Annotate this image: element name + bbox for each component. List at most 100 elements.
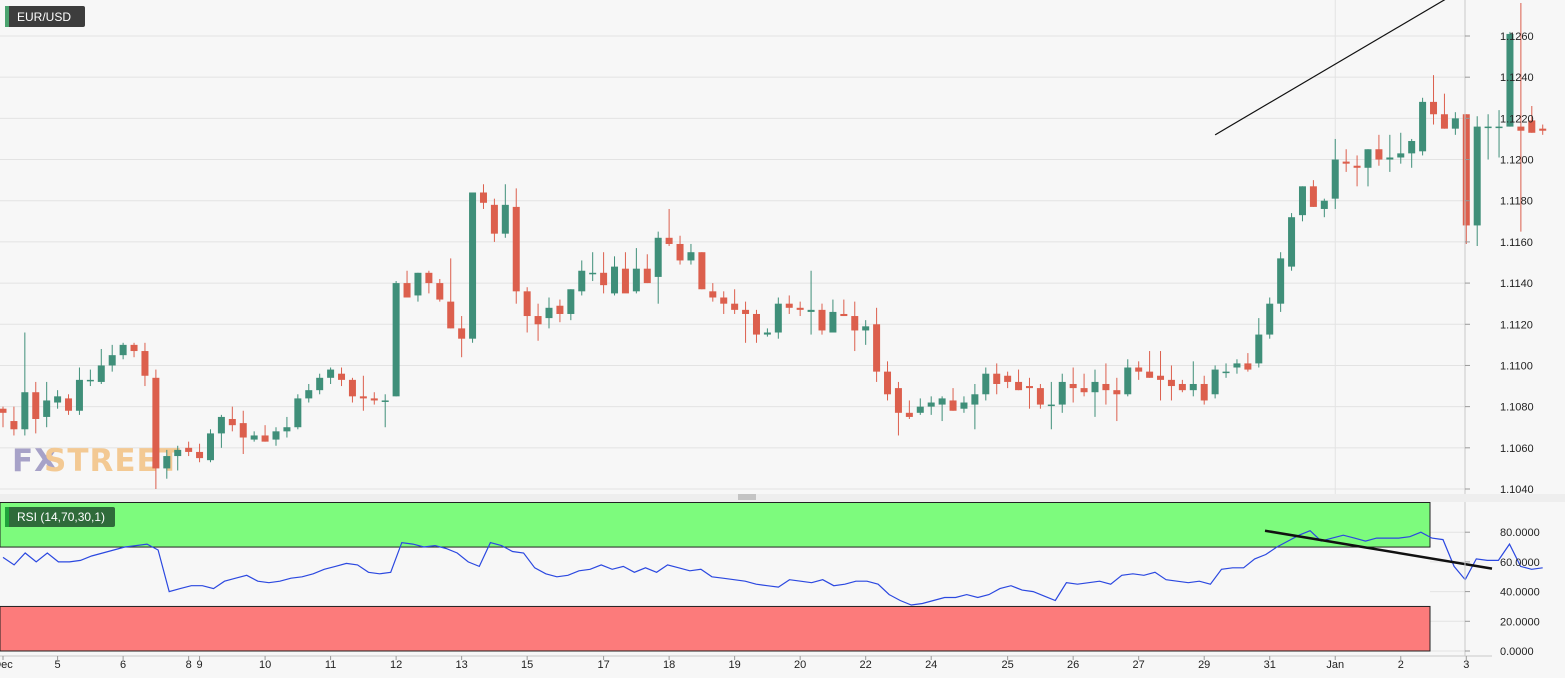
candle: [982, 367, 990, 401]
candle-body: [1484, 126, 1492, 129]
candle: [742, 301, 750, 343]
time-tick-label: 27: [1133, 659, 1145, 671]
candle-body: [1495, 126, 1503, 129]
candle-body: [556, 305, 564, 314]
candle: [403, 270, 411, 298]
candle: [1451, 112, 1459, 135]
candle-body: [1157, 375, 1165, 380]
candlestick-series: [0, 3, 1547, 489]
candle: [873, 307, 881, 382]
candle: [261, 425, 269, 442]
candle-body: [894, 388, 902, 413]
time-tick-label: 6: [120, 659, 126, 671]
candle-body: [21, 392, 29, 430]
candle-body: [1069, 383, 1077, 389]
candle-body: [763, 332, 771, 335]
candle: [1157, 351, 1165, 401]
price-tick-label: 1.1060: [1500, 443, 1534, 455]
time-tick-label: 18: [663, 659, 675, 671]
candle-body: [1419, 101, 1427, 152]
time-tick-label: 12: [390, 659, 402, 671]
candle: [327, 367, 335, 384]
candle-body: [916, 406, 924, 413]
candle-body: [108, 355, 116, 366]
candle: [643, 254, 651, 284]
candle-body: [1255, 334, 1263, 364]
candle-body: [960, 402, 968, 409]
candle-body: [796, 307, 804, 310]
candle: [1135, 361, 1143, 380]
candle: [1484, 114, 1492, 160]
candle-body: [119, 344, 127, 356]
candle: [174, 445, 182, 471]
price-trendline: [1214, 0, 1446, 136]
candle: [938, 396, 946, 422]
candle: [1364, 149, 1372, 187]
candle: [152, 369, 160, 489]
candle: [447, 258, 455, 329]
candle-body: [338, 373, 346, 380]
candle: [458, 316, 466, 358]
rsi-label: RSI (14,70,30,1): [17, 510, 105, 524]
candle: [501, 184, 509, 238]
time-tick-label: 10: [259, 659, 271, 671]
candle: [305, 383, 313, 403]
candle: [731, 289, 739, 314]
candle: [676, 235, 684, 265]
candle: [1200, 375, 1208, 405]
candle: [338, 367, 346, 387]
candle-body: [698, 252, 706, 290]
instrument-label: EUR/USD: [17, 10, 71, 24]
panel-divider[interactable]: [0, 494, 1565, 502]
candle: [1386, 134, 1394, 172]
candle-body: [1047, 404, 1055, 407]
candle-body: [206, 433, 214, 461]
resize-handle-icon[interactable]: [738, 494, 756, 500]
candle: [436, 278, 444, 302]
candle-body: [163, 456, 171, 469]
candle-body: [709, 291, 717, 298]
candle-body: [1146, 371, 1154, 378]
candle-body: [1091, 381, 1099, 393]
candle: [185, 441, 193, 457]
candle-body: [97, 365, 105, 382]
rsi-oversold-band: [0, 605, 1431, 652]
candle: [523, 287, 531, 333]
candle-body: [1309, 186, 1317, 207]
candle-body: [829, 311, 837, 333]
rsi-line: [2, 529, 1543, 606]
candle-body: [862, 326, 870, 331]
candle-body: [0, 408, 7, 413]
candle: [621, 252, 629, 294]
candle-body: [1004, 375, 1012, 382]
candle-body: [1473, 126, 1481, 226]
candle: [108, 344, 116, 372]
candle: [796, 301, 804, 317]
candle: [239, 410, 247, 454]
price-axis: 1.1040 1.1060 1.1080 1.1100 1.1120 1.1140 1.11…: [1465, 31, 1534, 496]
candle-body: [436, 283, 444, 300]
candle-body: [283, 427, 291, 432]
candle-body: [316, 377, 324, 391]
instrument-badge[interactable]: EUR/USD: [5, 6, 85, 27]
rsi-badge[interactable]: RSI (14,70,30,1): [5, 507, 115, 527]
candle: [1167, 365, 1175, 401]
candle: [949, 388, 957, 411]
candle: [1080, 373, 1088, 397]
time-tick-label: 3: [1463, 659, 1469, 671]
candle-body: [86, 379, 94, 382]
candle: [196, 443, 204, 463]
candle-body: [840, 313, 848, 317]
candle: [567, 289, 575, 321]
candle-body: [742, 309, 750, 314]
candle: [97, 348, 105, 384]
candle-body: [1451, 118, 1459, 129]
candle-body: [1517, 126, 1525, 131]
candle-body: [174, 449, 182, 457]
candle: [1178, 379, 1186, 393]
candle: [1146, 351, 1154, 378]
candle: [752, 309, 760, 343]
candle: [1288, 213, 1296, 271]
time-tick-label: Jan: [1326, 659, 1344, 671]
candle: [1091, 369, 1099, 417]
